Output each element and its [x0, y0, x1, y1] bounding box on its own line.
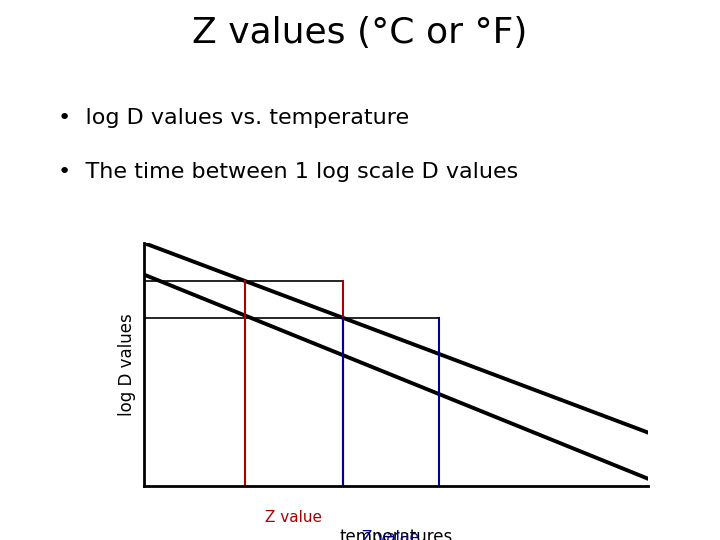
- Text: Z values (°C or °F): Z values (°C or °F): [192, 16, 528, 50]
- X-axis label: temperatures: temperatures: [339, 528, 453, 540]
- Y-axis label: log D values: log D values: [117, 313, 135, 416]
- Text: Z value: Z value: [266, 510, 323, 525]
- Text: •  log D values vs. temperature: • log D values vs. temperature: [58, 108, 409, 128]
- Text: Z value: Z value: [362, 530, 420, 540]
- Text: •  The time between 1 log scale D values: • The time between 1 log scale D values: [58, 162, 518, 182]
